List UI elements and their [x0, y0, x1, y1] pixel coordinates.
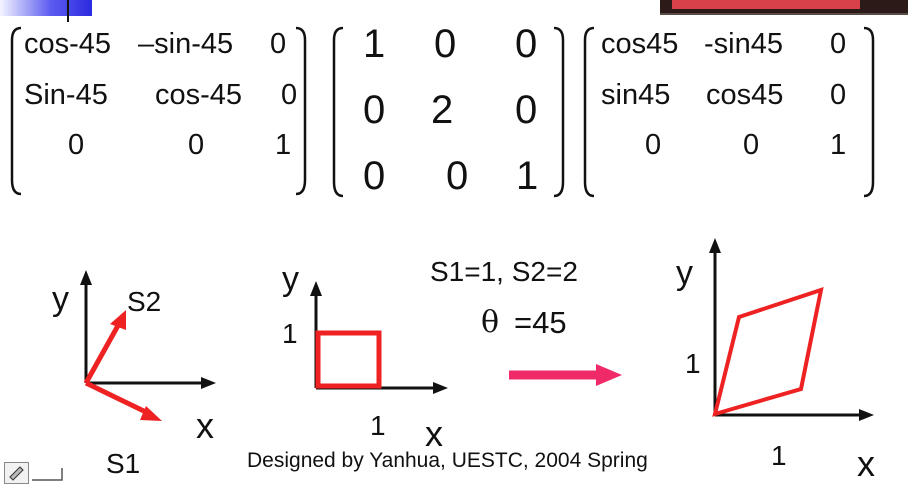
s1-vector-arrowhead — [140, 406, 162, 421]
transformed-parallelogram — [712, 287, 824, 417]
matrix-cell: 0 — [188, 129, 205, 161]
video-thumbnail-image — [672, 0, 860, 9]
matrix-cell: cos-45 — [24, 28, 112, 60]
theta-value: =45 — [514, 305, 567, 340]
matrix-right-bracket — [553, 26, 565, 198]
matrix-cell: cos45 — [706, 79, 784, 111]
slide-nav-widget[interactable] — [4, 462, 66, 484]
matrix-cell: Sin-45 — [24, 79, 108, 111]
matrix-cell: 1 — [275, 129, 292, 161]
pen-icon — [9, 466, 24, 481]
matrix-left-bracket — [10, 26, 22, 196]
matrix-cell: sin45 — [601, 79, 671, 111]
matrix-cell: 0 — [434, 22, 457, 66]
slide-header-decoration — [0, 0, 92, 16]
matrix-cell: 0 — [281, 79, 298, 111]
transform-arrow-head — [596, 364, 622, 386]
x-axis-arrowhead — [433, 382, 448, 394]
matrix-cell: cos45 — [601, 28, 679, 60]
diagram2-y-label: y — [282, 260, 299, 298]
s2-label: S2 — [127, 286, 162, 317]
matrix-cell: 0 — [515, 22, 538, 66]
y-axis-arrowhead — [310, 281, 322, 296]
matrix-cell: 0 — [830, 79, 847, 111]
matrix-cell: 0 — [515, 88, 538, 132]
matrix-left-bracket — [332, 26, 344, 198]
matrix-cell: 0 — [446, 154, 469, 198]
matrix-right-bracket — [295, 26, 307, 196]
diagram1-y-label: y — [52, 280, 69, 318]
matrix-cell: 0 — [645, 129, 662, 161]
diagram1-x-label: x — [196, 405, 214, 446]
matrix-cell: 1 — [830, 129, 847, 161]
matrix-cell: 0 — [363, 154, 386, 198]
diagram3-y-label: y — [676, 254, 693, 292]
diagram3-x-label: x — [857, 443, 875, 484]
matrix-cell: 1 — [516, 154, 539, 198]
scale-params: S1=1, S2=2 — [430, 256, 578, 287]
diagram2-x-label: x — [425, 413, 443, 454]
s2-vector-arrowhead — [110, 310, 126, 330]
s2-vector — [83, 320, 123, 385]
matrix-cell: 1 — [363, 22, 386, 66]
matrix-cell: 0 — [68, 129, 85, 161]
nav-arrow-icon — [32, 468, 63, 481]
matrix-cell: 0 — [270, 28, 287, 60]
y-axis-arrowhead — [709, 238, 721, 253]
matrix-cell: 0 — [743, 129, 760, 161]
diagram3-x-tick: 1 — [771, 440, 787, 471]
matrix-cell: -sin45 — [704, 28, 783, 60]
diagram2-x-tick: 1 — [370, 410, 386, 441]
matrix-cell: cos-45 — [155, 79, 243, 111]
footer-credit: Designed by Yanhua, UESTC, 2004 Spring — [247, 449, 648, 472]
x-axis-arrowhead — [201, 377, 216, 389]
diagram3-y-tick: 1 — [685, 348, 701, 379]
x-axis-arrowhead — [859, 409, 874, 421]
slide-header-tick — [67, 0, 69, 22]
diagram2-y-tick: 1 — [282, 318, 298, 349]
s1-label: S1 — [106, 448, 141, 479]
matrix-right-bracket — [863, 26, 875, 198]
unit-square — [315, 330, 382, 389]
matrix-cell: –sin-45 — [138, 28, 234, 60]
s1-vector — [84, 380, 152, 417]
matrix-cell: 0 — [363, 88, 386, 132]
matrix-cell: 0 — [830, 28, 847, 60]
y-axis-arrowhead — [80, 270, 92, 285]
matrix-left-bracket — [583, 26, 595, 198]
theta-symbol: θ — [481, 305, 500, 340]
matrix-cell: 2 — [431, 88, 454, 132]
